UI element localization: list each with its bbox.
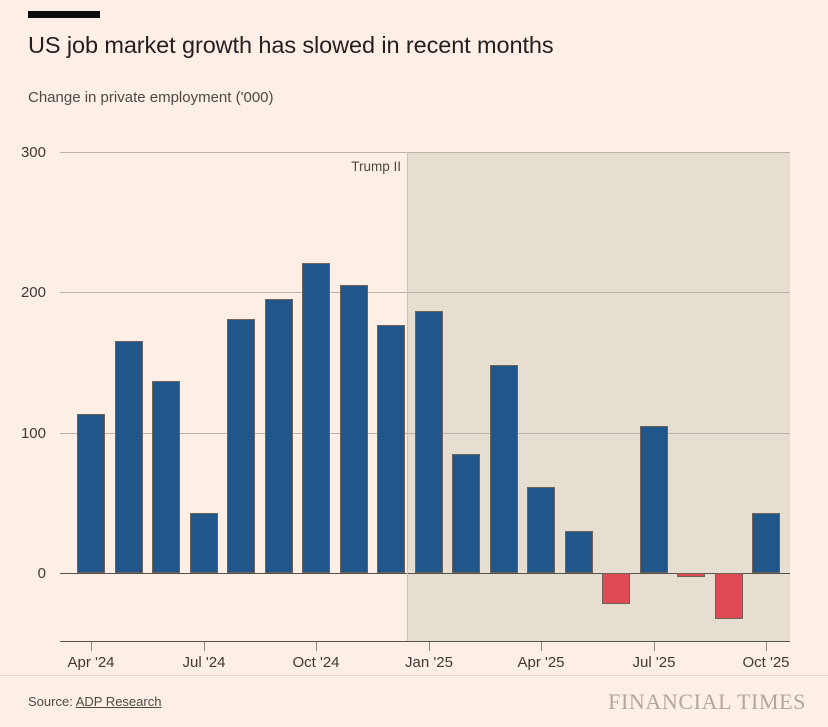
bar-apr--24 [77,414,105,573]
trump-ii-annotation: Trump II [351,159,401,174]
bar-jan--25 [415,311,443,573]
trump-ii-divider [407,152,408,641]
source-link[interactable]: ADP Research [75,694,162,709]
x-axis-tick-label: Jul '24 [182,654,226,671]
y-axis-tick-label: 300 [20,144,46,161]
y-axis-tick-label: 200 [20,284,46,301]
bar-jul--24 [190,513,218,573]
bar-may--25 [565,531,593,573]
y-axis-tick-label: 0 [37,565,46,582]
bar-sep--24 [265,299,293,573]
x-axis-tick-label: Jan '25 [405,654,453,671]
bar-feb--25 [452,454,480,573]
x-axis-tick-label: Apr '24 [67,654,115,671]
bar-oct--25 [752,513,780,573]
x-axis-tick-label: Jul '25 [632,654,676,671]
bar-mar--25 [490,365,518,573]
footer-divider [0,675,828,676]
gridline-0 [60,573,790,574]
page-title: US job market growth has slowed in recen… [28,32,554,58]
gridline-200 [60,292,790,293]
x-axis-tick [204,642,205,651]
x-axis-tick [654,642,655,651]
x-axis-tick-label: Apr '25 [517,654,565,671]
bar-jul--25 [640,426,668,573]
financial-times-logo: FINANCIAL TIMES [608,689,806,714]
source-prefix: Source: [28,694,76,709]
x-axis-line [60,641,790,642]
bar-jun--25 [602,573,630,604]
bar-may--24 [115,341,143,573]
x-axis-tick [91,642,92,651]
ft-top-rule [28,11,100,18]
bar-sep--25 [715,573,743,619]
x-axis-tick-label: Oct '25 [742,654,790,671]
bar-aug--24 [227,319,255,573]
x-axis-tick-label: Oct '24 [292,654,340,671]
bar-aug--25 [677,573,705,577]
chart-subtitle: Change in private employment ('000) [28,89,274,106]
bar-oct--24 [302,263,330,573]
x-axis-tick [429,642,430,651]
bar-apr--25 [527,487,555,573]
x-axis-tick [541,642,542,651]
x-axis-tick [316,642,317,651]
y-axis-tick-label: 100 [20,425,46,442]
source-note: Source: ADP Research [28,694,161,709]
bar-nov--24 [340,285,368,573]
x-axis-tick [766,642,767,651]
gridline-300 [60,152,790,153]
bar-dec--24 [377,325,405,573]
bar-jun--24 [152,381,180,573]
